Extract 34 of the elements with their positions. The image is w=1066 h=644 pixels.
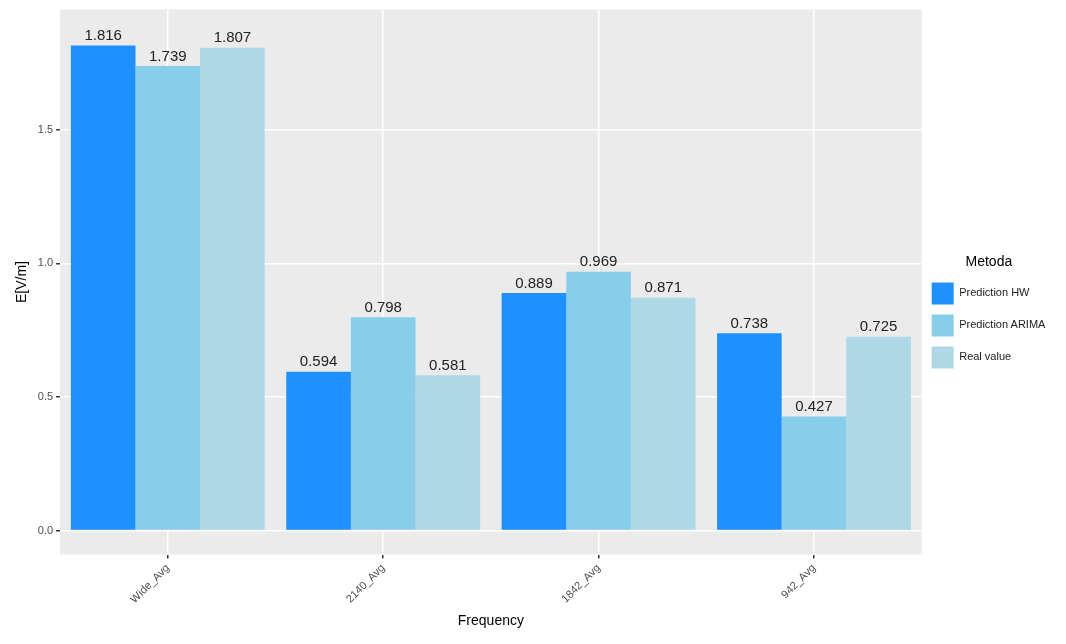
- legend-label: Real value: [959, 350, 1012, 363]
- bar: [566, 271, 631, 530]
- data-label: 1.816: [84, 26, 122, 44]
- y-tick-label: 0.0: [37, 523, 54, 536]
- data-label: 0.969: [579, 252, 618, 270]
- bar: [630, 297, 696, 530]
- x-axis-title: Frequency: [457, 612, 524, 629]
- data-label: 1.739: [149, 46, 187, 64]
- bar: [501, 293, 567, 530]
- bar: [70, 45, 136, 530]
- y-tick-label: 0.5: [37, 389, 54, 402]
- legend-label: Prediction HW: [959, 286, 1031, 299]
- bar: [781, 416, 847, 530]
- bar: [415, 375, 481, 530]
- bar: [350, 317, 416, 530]
- y-axis-title: E[V/m]: [13, 261, 30, 304]
- data-label: 0.581: [429, 355, 467, 373]
- data-label: 0.738: [730, 314, 769, 332]
- data-label: 1.807: [213, 28, 252, 46]
- y-tick-label: 1.5: [37, 122, 54, 135]
- data-label: 0.871: [644, 278, 682, 296]
- data-label: 0.725: [859, 317, 898, 335]
- bar: [717, 333, 782, 530]
- data-label: 0.427: [795, 397, 833, 415]
- bar: [200, 47, 265, 530]
- data-label: 0.594: [299, 352, 338, 370]
- bar: [846, 336, 911, 530]
- y-tick-label: 1.0: [37, 256, 54, 269]
- bar: [135, 65, 201, 530]
- legend-title: Metoda: [965, 253, 1013, 270]
- legend-label: Prediction ARIMA: [959, 318, 1047, 331]
- data-label: 0.889: [515, 273, 553, 291]
- bar: [286, 371, 351, 530]
- data-label: 0.798: [364, 297, 402, 315]
